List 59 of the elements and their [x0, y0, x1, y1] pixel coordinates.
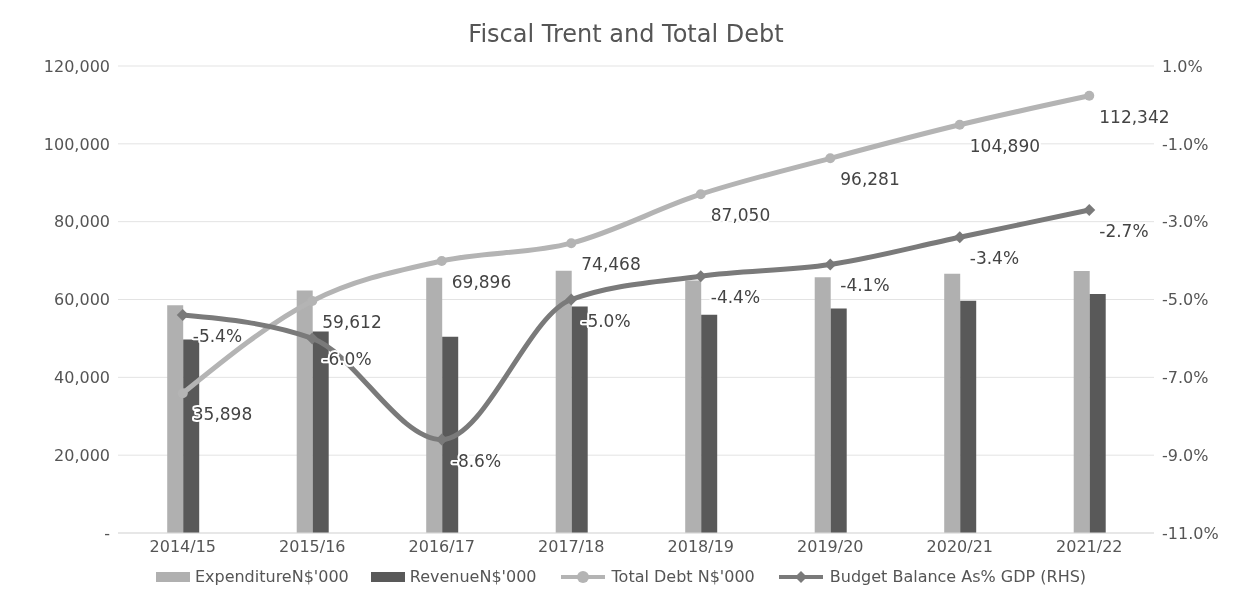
- bar: [685, 280, 702, 533]
- data-label: -2.7%: [1099, 220, 1149, 241]
- x-tick-label: 2015/16: [279, 537, 346, 557]
- y2-tick-label: -1.0%: [1162, 134, 1209, 154]
- data-label: -5.4%: [192, 326, 243, 347]
- point: [566, 238, 577, 249]
- y-tick-label: 60,000: [54, 290, 110, 310]
- bar: [555, 270, 572, 533]
- y2-tick-label: -9.0%: [1162, 445, 1209, 465]
- bar: [701, 314, 718, 533]
- y2-tick-label: -11.0%: [1162, 523, 1219, 543]
- bar: [1073, 271, 1090, 533]
- point: [565, 293, 578, 306]
- data-label: -3.4%: [969, 248, 1020, 269]
- point: [695, 189, 706, 200]
- bar: [814, 277, 831, 533]
- bar: [426, 277, 443, 533]
- legend-label: Total Debt N$'000: [610, 567, 755, 586]
- data-label: 69,896: [451, 271, 512, 292]
- y2-tick-label: -5.0%: [1162, 290, 1209, 310]
- bar: [944, 273, 961, 533]
- y2-tick-label: -3.0%: [1162, 212, 1209, 232]
- data-label: -4.4%: [710, 287, 761, 308]
- x-tick-label: 2021/22: [1056, 537, 1123, 557]
- data-label: 59,612: [322, 312, 382, 333]
- y-tick-label: 120,000: [43, 56, 110, 76]
- data-label: 87,050: [710, 205, 771, 226]
- x-tick-label: 2018/19: [667, 537, 734, 557]
- y2-tick-label: 1.0%: [1162, 56, 1203, 76]
- y-tick-label: -: [104, 523, 110, 543]
- x-tick-label: 2019/20: [797, 537, 864, 557]
- legend-label: RevenueN$'000: [408, 567, 537, 586]
- y-tick-label: 80,000: [54, 212, 110, 232]
- chart-title: Fiscal Trent and Total Debt: [467, 19, 785, 50]
- x-tick-label: 2014/15: [149, 537, 216, 557]
- point: [825, 153, 836, 164]
- bar: [1089, 294, 1106, 533]
- point: [954, 119, 965, 130]
- y-tick-label: 20,000: [54, 445, 110, 465]
- bar: [167, 305, 184, 533]
- data-label: -4.1%: [840, 275, 890, 296]
- x-tick-label: 2020/21: [926, 537, 993, 557]
- data-label: 112,342: [1099, 106, 1170, 127]
- legend-label: ExpenditureN$'000: [193, 567, 349, 586]
- x-tick-label: 2016/17: [408, 537, 475, 557]
- point: [1083, 203, 1096, 216]
- point: [436, 255, 447, 266]
- point: [1084, 90, 1095, 101]
- data-label: 74,468: [581, 254, 641, 275]
- bar: [960, 300, 977, 533]
- point: [306, 332, 319, 345]
- data-label: 96,281: [840, 169, 900, 190]
- y-tick-label: 40,000: [54, 368, 110, 388]
- bar: [830, 308, 847, 533]
- data-label: 104,890: [969, 135, 1041, 156]
- y-tick-label: 100,000: [43, 134, 110, 154]
- x-tick-label: 2017/18: [538, 537, 605, 557]
- y2-tick-label: -7.0%: [1162, 368, 1209, 388]
- legend-label: Budget Balance As% GDP (RHS): [828, 567, 1087, 586]
